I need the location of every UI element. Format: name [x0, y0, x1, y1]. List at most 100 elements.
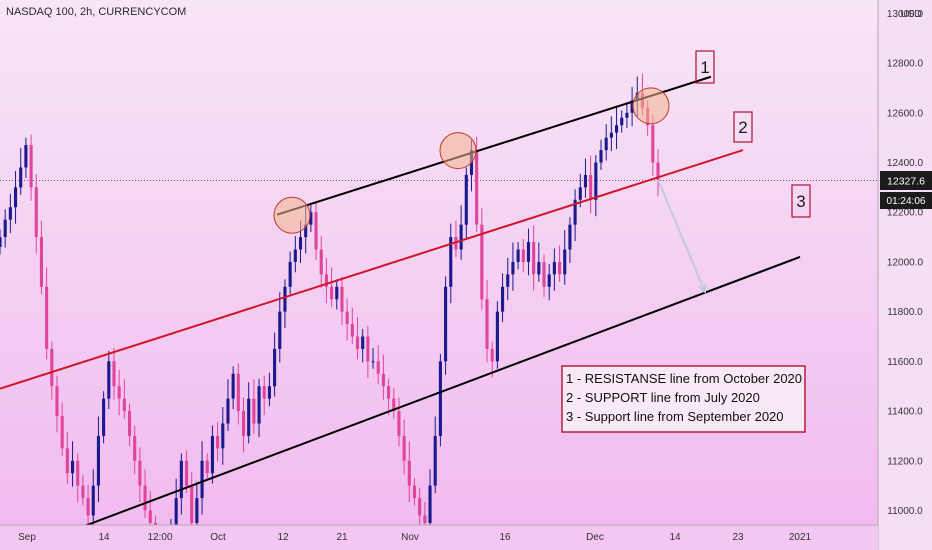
peak-highlight-circle[interactable]: [439, 132, 477, 170]
candle-body: [573, 199, 577, 225]
candle-body: [501, 286, 505, 312]
candle-body: [407, 460, 411, 486]
candle-body: [122, 398, 126, 412]
candle-body: [86, 498, 90, 516]
candle-body: [604, 137, 608, 151]
x-tick-label: 12:00: [147, 532, 172, 543]
candle-body: [324, 274, 328, 287]
peak-highlight-circle[interactable]: [632, 87, 670, 125]
candle-body: [418, 498, 422, 516]
candle-body: [314, 212, 318, 250]
peak-highlight-circle[interactable]: [273, 196, 311, 234]
candle-body: [200, 460, 204, 499]
candle-body: [537, 261, 541, 275]
line-marker-label: 2: [738, 118, 747, 137]
candle-body: [589, 174, 593, 200]
currency-label: USD: [900, 9, 921, 20]
candle-body: [381, 373, 385, 387]
candle-body: [558, 261, 562, 275]
candle-body: [319, 249, 323, 275]
candle-body: [532, 242, 536, 275]
candle-body: [366, 336, 370, 362]
candle-body: [392, 398, 396, 412]
candle-body: [542, 261, 546, 287]
x-tick-label: 14: [669, 532, 681, 543]
x-tick-label: 23: [732, 532, 744, 543]
candle-body: [309, 212, 313, 225]
candle-body: [625, 112, 629, 118]
x-tick-label: Oct: [210, 532, 226, 543]
candle-body: [0, 237, 2, 248]
candle-body: [387, 386, 391, 399]
candle-body: [283, 286, 287, 312]
candle-body: [138, 460, 142, 486]
candle-body: [340, 286, 344, 312]
x-tick-label: Dec: [586, 532, 604, 543]
line-marker-box[interactable]: [791, 184, 811, 218]
candle-body: [252, 398, 256, 424]
candle-body: [70, 460, 75, 474]
candle-body: [278, 311, 282, 349]
y-tick-label: 13000.0: [887, 9, 924, 20]
candle-body: [490, 348, 494, 362]
symbol-label: NASDAQ 100, 2h, CURRENCYCOM: [6, 6, 187, 18]
y-tick-label: 11800.0: [887, 307, 923, 318]
candle-body: [583, 174, 588, 188]
candle-body: [438, 361, 442, 436]
line-marker-box[interactable]: [733, 111, 753, 143]
candle-body: [449, 237, 453, 287]
candle-body: [190, 485, 194, 523]
candle-body: [39, 237, 44, 287]
candle-body: [112, 361, 116, 387]
candle-body: [480, 224, 484, 300]
candle-body: [76, 460, 80, 486]
candle-body: [552, 261, 556, 275]
candle-body: [127, 411, 132, 436]
candle-body: [475, 150, 479, 225]
x-tick-label: 2021: [789, 532, 812, 543]
candle-body: [485, 299, 489, 349]
candle-body: [335, 286, 339, 300]
line-marker-label: 3: [796, 192, 805, 211]
candle-body: [444, 286, 448, 362]
candle-body: [236, 373, 240, 412]
support-line-2[interactable]: [0, 149, 744, 390]
countdown-value: 01:24:06: [887, 196, 926, 207]
candle-body: [361, 336, 365, 349]
candle-body: [526, 242, 531, 262]
candle-body: [45, 286, 49, 349]
candle-body: [428, 485, 432, 523]
candle-body: [371, 361, 375, 363]
candle-body: [288, 261, 292, 287]
candle-body: [350, 324, 354, 337]
candle-body: [3, 219, 7, 238]
candle-body: [304, 224, 308, 238]
candle-body: [330, 286, 334, 300]
candle-body: [210, 435, 214, 474]
candle-body: [257, 386, 261, 424]
candle-body: [117, 386, 121, 399]
support-line-3[interactable]: [75, 256, 801, 531]
candle-body: [96, 435, 100, 486]
candle-body: [293, 249, 297, 262]
candle-body: [91, 485, 95, 516]
price-badge: [880, 171, 932, 190]
candle-body: [345, 311, 349, 325]
candle-body: [29, 145, 33, 188]
x-tick-label: Sep: [18, 532, 36, 543]
y-tick-label: 12400.0: [887, 158, 924, 169]
candle-body: [423, 515, 427, 523]
candle-body: [34, 187, 38, 238]
line-marker-box[interactable]: [695, 50, 715, 84]
candle-body: [402, 435, 406, 461]
candle-body: [516, 249, 520, 262]
candle-body: [179, 460, 183, 499]
candle-body: [459, 224, 463, 250]
candle-body: [376, 361, 380, 374]
candle-body: [216, 435, 220, 449]
candle-body: [231, 373, 235, 399]
x-tick-label: 14: [98, 532, 110, 543]
y-tick-label: 11200.0: [887, 456, 923, 467]
candle-body: [13, 187, 18, 208]
